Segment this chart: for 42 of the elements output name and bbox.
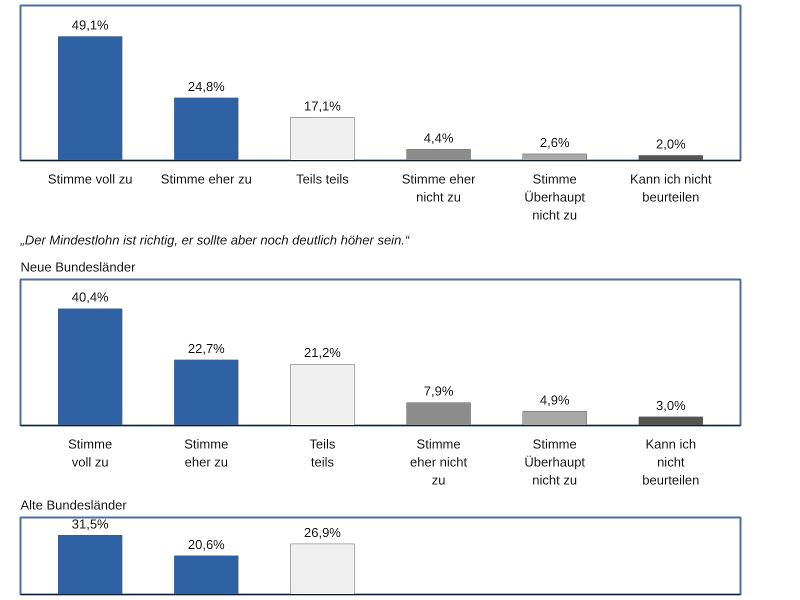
x-tick-label: Kann ich nicht beurteilen [642, 436, 700, 488]
data-label: 21,2% [304, 345, 342, 360]
data-label: 49,1% [72, 18, 110, 32]
bar [58, 308, 122, 426]
data-label: 3,0% [656, 398, 686, 413]
chart-subtitle: Neue Bundesländer [20, 260, 136, 274]
bar [406, 149, 471, 160]
bar [406, 402, 471, 426]
data-label: 40,4% [72, 290, 110, 305]
chart-subtitle: Alte Bundesländer [20, 498, 128, 512]
x-tick-label: Stimme eher zu [184, 436, 228, 470]
x-tick-label: Stimme Überhaupt nicht zu [524, 436, 586, 488]
bar [290, 117, 355, 160]
x-tick-label: Stimme Überhaupt nicht zu [524, 172, 586, 222]
bar [58, 36, 122, 160]
bar [638, 155, 704, 160]
x-tick-label: Teils teils [309, 436, 336, 470]
bar [174, 98, 238, 160]
x-tick-label: Stimme voll zu [48, 172, 132, 186]
data-label: 4,9% [540, 392, 570, 408]
bar [522, 154, 587, 160]
data-label: 26,9% [304, 524, 342, 540]
data-label: 31,5% [72, 516, 110, 532]
data-label: 24,8% [188, 78, 226, 94]
bar [522, 411, 587, 426]
data-label: 17,1% [304, 98, 342, 114]
x-tick-label: Stimme eher zu [160, 172, 252, 186]
bar [638, 416, 704, 426]
chart-title: „Der Mindestlohn ist richtig, er sollte aber noch deutlich höher sein.“ [20, 232, 410, 248]
x-tick-label: Stimme eher nicht zu [410, 436, 468, 488]
x-tick-label: Kann ich nicht beurteilen [630, 172, 712, 204]
data-label: 4,4% [424, 130, 454, 146]
x-tick-label: Stimme voll zu [68, 436, 112, 470]
x-tick-label: Teils teils [296, 172, 350, 186]
data-label: 2,0% [656, 136, 686, 152]
bar [290, 364, 355, 426]
x-tick-label: Stimme eher nicht zu [402, 172, 476, 204]
data-label: 7,9% [424, 384, 454, 399]
data-label: 20,6% [188, 536, 226, 552]
data-label: 2,6% [540, 134, 570, 150]
data-label: 22,7% [188, 340, 226, 356]
bar [174, 360, 238, 426]
